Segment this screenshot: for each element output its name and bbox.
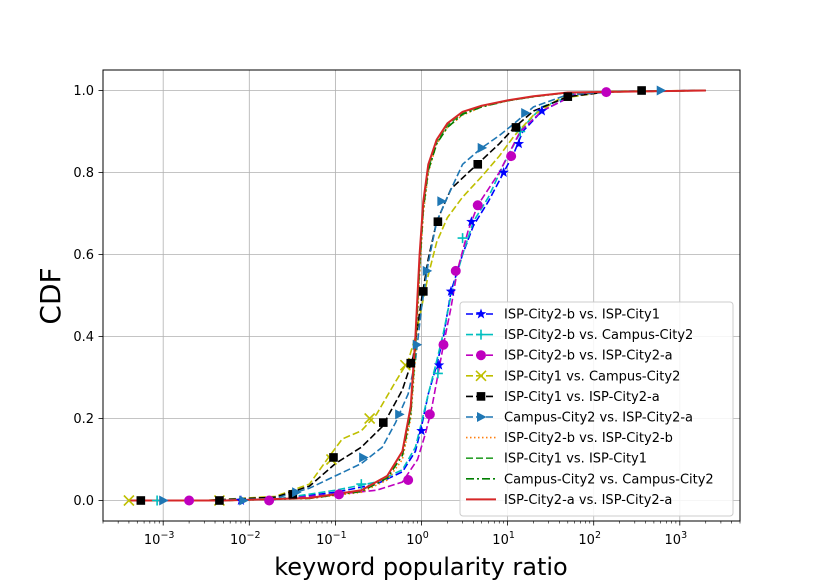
data-point [359, 452, 369, 463]
data-point [184, 495, 195, 506]
data-point [329, 453, 338, 462]
data-point [457, 233, 468, 244]
legend-label: ISP-City1 vs. Campus-City2 [504, 369, 680, 384]
data-point [476, 329, 486, 340]
x-axis-label: keyword popularity ratio [274, 553, 567, 581]
legend-label: ISP-City2-b vs. ISP-City1 [504, 308, 660, 323]
data-point [364, 412, 376, 425]
data-point [395, 409, 405, 420]
legend-box [459, 301, 734, 517]
data-point [356, 479, 367, 490]
data-point [536, 105, 548, 116]
y-tick-label: 0.4 [73, 330, 94, 345]
data-point [477, 142, 488, 153]
series-line [128, 89, 706, 502]
series-layer [128, 89, 706, 502]
series-line [128, 89, 706, 502]
series-line [128, 89, 706, 502]
legend-label: Campus-City2 vs. Campus-City2 [504, 472, 714, 487]
data-point [412, 339, 423, 350]
data-point [445, 285, 457, 296]
y-axis-label: CDF [34, 267, 67, 324]
data-point [637, 86, 646, 95]
x-tick-label: 101 [492, 530, 515, 548]
data-point [601, 87, 612, 98]
data-point [378, 418, 388, 427]
y-tick-label: 0.6 [73, 248, 94, 263]
ticks: 10−3 10−2 10−1 100 101 102 103 0.0 0.2 0.4 0.6 0.8 1… [73, 84, 741, 548]
data-point [466, 216, 477, 227]
legend-label: ISP-City1 vs. ISP-City1 [504, 452, 647, 467]
data-point [433, 217, 443, 226]
data-point [563, 92, 573, 101]
x-tick-label: 10−2 [230, 530, 261, 548]
data-point [403, 475, 414, 485]
x-tick-label: 10−1 [316, 530, 347, 548]
data-point [513, 138, 525, 149]
data-point [498, 167, 509, 177]
series-line [128, 89, 706, 502]
series-line [128, 89, 706, 502]
data-point [433, 359, 445, 370]
legend-label: Campus-City2 vs. ISP-City2-a [504, 411, 693, 426]
x-tick-label: 100 [406, 530, 429, 548]
data-point [333, 489, 344, 500]
data-point [239, 495, 249, 506]
data-point [406, 358, 416, 368]
legend-label: ISP-City2-a vs. ISP-City2-a [504, 493, 672, 508]
data-point [215, 496, 224, 505]
series-line [128, 89, 706, 502]
x-tick-label: 10−3 [144, 530, 175, 548]
data-point [123, 494, 135, 507]
data-point [476, 350, 486, 361]
legend-label: ISP-City2-b vs. ISP-City2-b [504, 431, 673, 446]
data-point [424, 409, 435, 420]
data-point [521, 108, 531, 119]
data-point [475, 370, 487, 382]
y-tick-label: 0.8 [73, 166, 94, 181]
data-point [472, 200, 483, 211]
data-point [422, 265, 433, 276]
data-point [475, 308, 487, 319]
data-point [159, 495, 169, 506]
data-point [656, 85, 667, 96]
data-point [416, 425, 427, 436]
data-point [476, 392, 486, 401]
legend-label: ISP-City2-b vs. Campus-City2 [504, 328, 693, 343]
x-tick-label: 102 [578, 530, 601, 548]
data-point [473, 160, 483, 169]
data-point [419, 287, 428, 296]
data-point [264, 495, 275, 506]
markers-layer [123, 85, 667, 507]
legend-label: ISP-City2-b vs. ISP-City2-a [504, 349, 673, 364]
y-tick-label: 0.0 [73, 494, 94, 509]
data-point [511, 123, 521, 132]
y-tick-label: 1.0 [73, 84, 94, 99]
data-point [437, 196, 447, 207]
x-tick-label: 103 [665, 530, 688, 548]
y-tick-label: 0.2 [73, 412, 94, 427]
data-point [136, 496, 146, 505]
legend: ISP-City2-b vs. ISP-City1 ISP-City2-b vs.… [459, 301, 734, 517]
data-point [292, 487, 302, 498]
legend-label: ISP-City1 vs. ISP-City2-a [504, 390, 660, 405]
data-point [450, 265, 461, 276]
data-point [506, 151, 517, 162]
data-point [477, 412, 487, 422]
data-point [432, 368, 443, 379]
data-point [438, 339, 449, 350]
